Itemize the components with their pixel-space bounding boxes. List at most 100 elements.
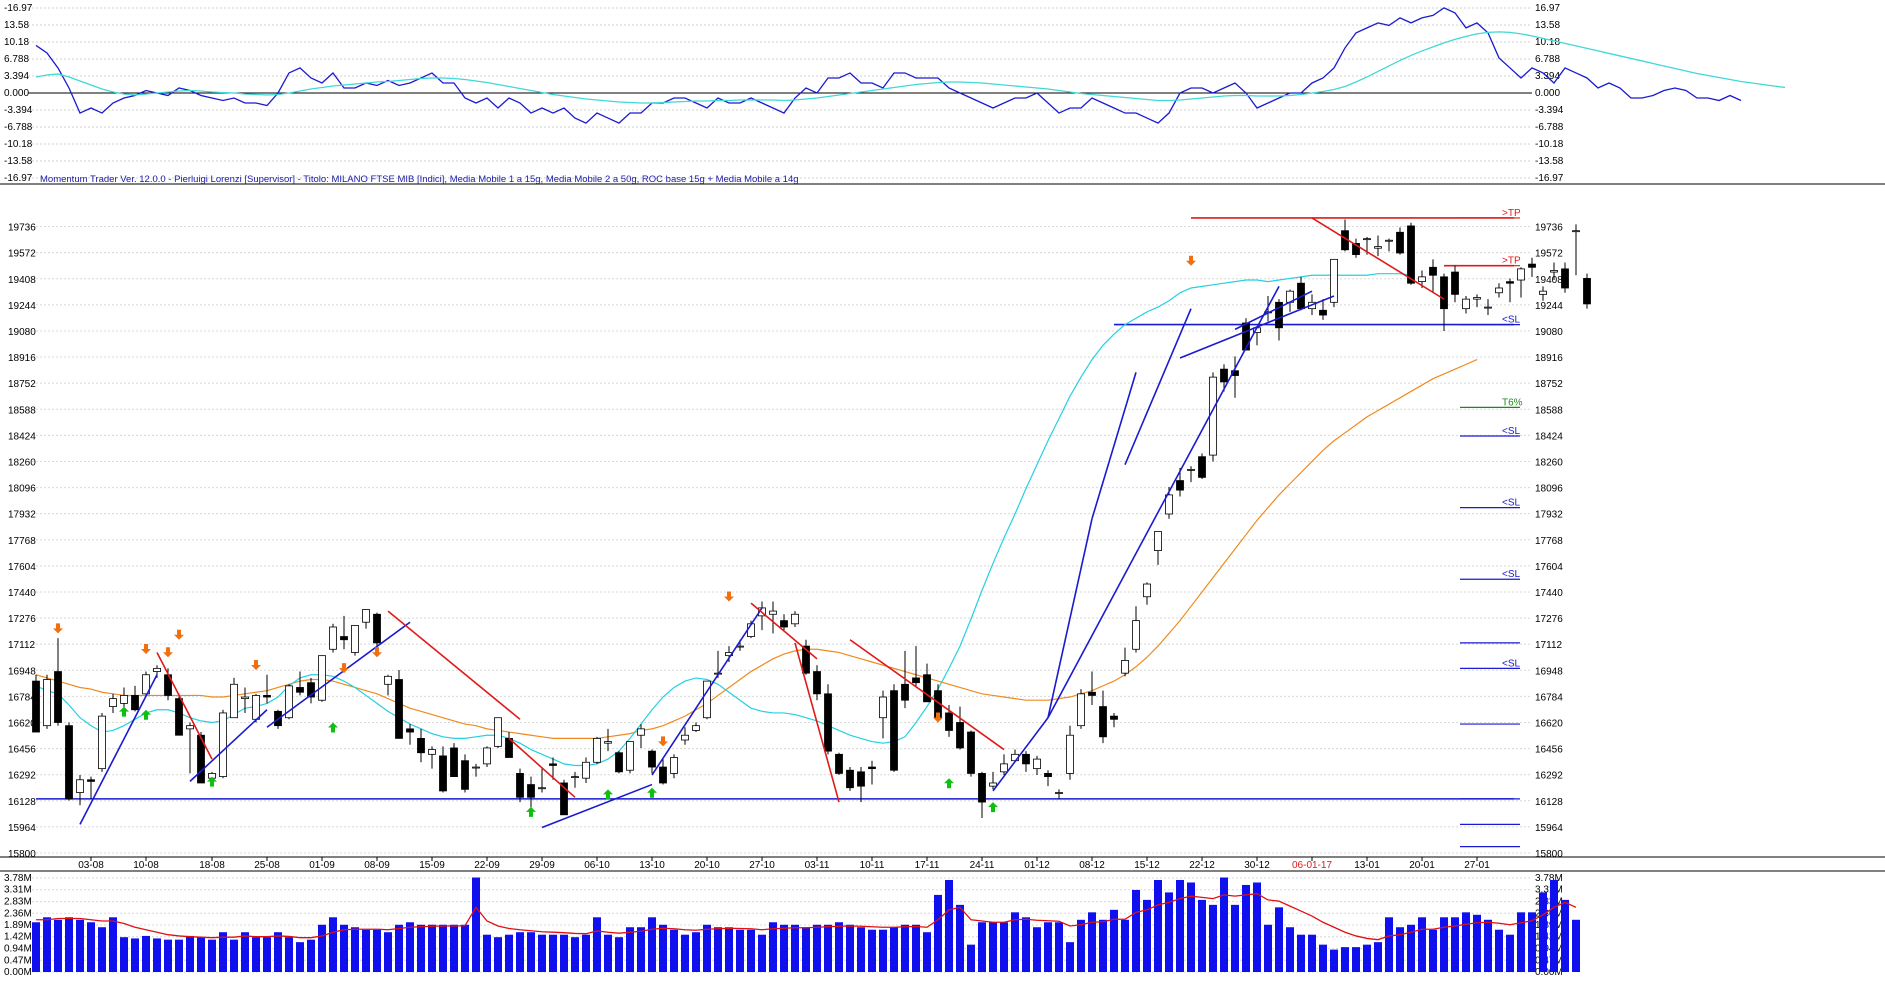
volume-bar: [1253, 882, 1261, 972]
volume-bar: [65, 917, 73, 972]
volume-bar: [252, 937, 260, 972]
volume-bar: [967, 944, 975, 972]
volume-bar: [76, 919, 84, 972]
price-tick-right: 16948: [1535, 666, 1563, 677]
sell-arrow-icon: [141, 644, 151, 655]
osc-tick-left: -16.97: [4, 173, 33, 184]
volume-bar: [681, 934, 689, 972]
volume-bar: [780, 924, 788, 972]
osc-tick-right: 10.18: [1535, 37, 1560, 48]
candle-bull: [1473, 297, 1481, 300]
candle-bear: [978, 773, 986, 803]
sell-arrow-icon: [372, 647, 382, 658]
volume-bar: [428, 924, 436, 972]
volume-bar: [1154, 879, 1162, 972]
candle-bear: [263, 695, 271, 698]
candle-bear: [1451, 271, 1459, 295]
candle-bull: [1209, 376, 1217, 456]
volume-bar: [494, 937, 502, 972]
candle-bear: [824, 693, 832, 752]
date-tick-label: 01-12: [1024, 860, 1050, 871]
volume-bar: [1209, 904, 1217, 972]
candle-bull: [582, 761, 590, 779]
right-marker-label: <SL: [1502, 315, 1521, 326]
candle-bear: [648, 750, 656, 768]
volume-bar: [164, 939, 172, 972]
candle-bear: [373, 613, 381, 644]
price-tick-right: 17112: [1535, 640, 1563, 651]
price-tick-right: 19244: [1535, 301, 1563, 312]
volume-bar: [142, 935, 150, 972]
buy-arrow-icon: [328, 722, 338, 733]
candle-bear: [340, 636, 348, 641]
price-tick-right: 15800: [1535, 849, 1563, 860]
volume-bar: [1539, 892, 1547, 972]
osc-tick-right: -3.394: [1535, 105, 1564, 116]
roc-ma-line: [35, 31, 1786, 104]
buy-arrow-icon: [944, 778, 954, 789]
date-tick-label: 13-10: [639, 860, 665, 871]
candle-bear: [549, 763, 557, 766]
sell-arrow-icon: [174, 629, 184, 640]
osc-tick-left: 13.58: [4, 20, 29, 31]
volume-bar: [1143, 899, 1151, 972]
candle-bull: [879, 696, 887, 719]
vol-tick-left: 0.00M: [4, 967, 32, 977]
volume-bar: [945, 879, 953, 972]
volume-bar: [1165, 892, 1173, 972]
candle-bear: [1407, 225, 1415, 284]
candle-bear: [461, 760, 469, 790]
volume-bar: [1396, 927, 1404, 972]
price-tick-right: 16784: [1535, 692, 1563, 703]
candle-bull: [1165, 494, 1173, 515]
candle-bull: [1418, 276, 1426, 283]
vol-tick-right: 1.89M: [1535, 920, 1563, 931]
volume-bar: [1132, 889, 1140, 972]
buy-arrow-icon: [207, 776, 217, 787]
price-tick-left: 19408: [8, 275, 36, 286]
volume-bar: [208, 939, 216, 972]
volume-bar: [483, 934, 491, 972]
trendline: [992, 717, 1049, 792]
candle-bear: [1220, 368, 1228, 383]
candle-bear: [868, 766, 876, 770]
roc-oscillator-panel: 16.97 13.58 13.58 10.18 10.18 6.788 6.788 3.394…: [0, 0, 1885, 192]
trendline: [1047, 286, 1280, 719]
trendline: [189, 709, 268, 782]
candle-bear: [54, 671, 62, 723]
vol-tick-left: 3.31M: [4, 885, 32, 896]
volume-bar: [1363, 944, 1371, 972]
volume-bar: [648, 917, 656, 972]
volume-bar: [329, 917, 337, 972]
candle-bull: [153, 667, 161, 672]
candle-bull: [186, 725, 194, 730]
sell-arrow-icon: [933, 712, 943, 723]
volume-bar: [1451, 917, 1459, 972]
date-tick-label: 01-09: [309, 860, 335, 871]
right-marker-label: <SL: [1502, 658, 1521, 669]
volume-bar: [98, 927, 106, 972]
sell-arrow-icon: [163, 647, 173, 658]
volume-bar: [1473, 914, 1481, 972]
sell-arrow-icon: [724, 591, 734, 602]
trendline: [266, 621, 411, 728]
candle-bull: [219, 712, 227, 778]
volume-bar: [714, 927, 722, 972]
candle-bear: [1319, 309, 1327, 316]
volume-bar: [417, 924, 425, 972]
vol-tick-right: 2.36M: [1535, 908, 1563, 919]
volume-bar: [549, 934, 557, 972]
vol-tick-left: 0.47M: [4, 955, 32, 966]
candle-bear: [1352, 243, 1360, 255]
price-tick-left: 17112: [8, 640, 36, 651]
volume-bar: [1275, 907, 1283, 972]
volume-bar: [846, 924, 854, 972]
candle-bull: [1121, 660, 1129, 674]
candle-bull: [1033, 758, 1041, 770]
right-marker-label: <SL: [1502, 498, 1521, 509]
date-tick-label: 10-08: [133, 860, 159, 871]
candle-bear: [307, 682, 315, 698]
candle-bull: [494, 717, 502, 747]
